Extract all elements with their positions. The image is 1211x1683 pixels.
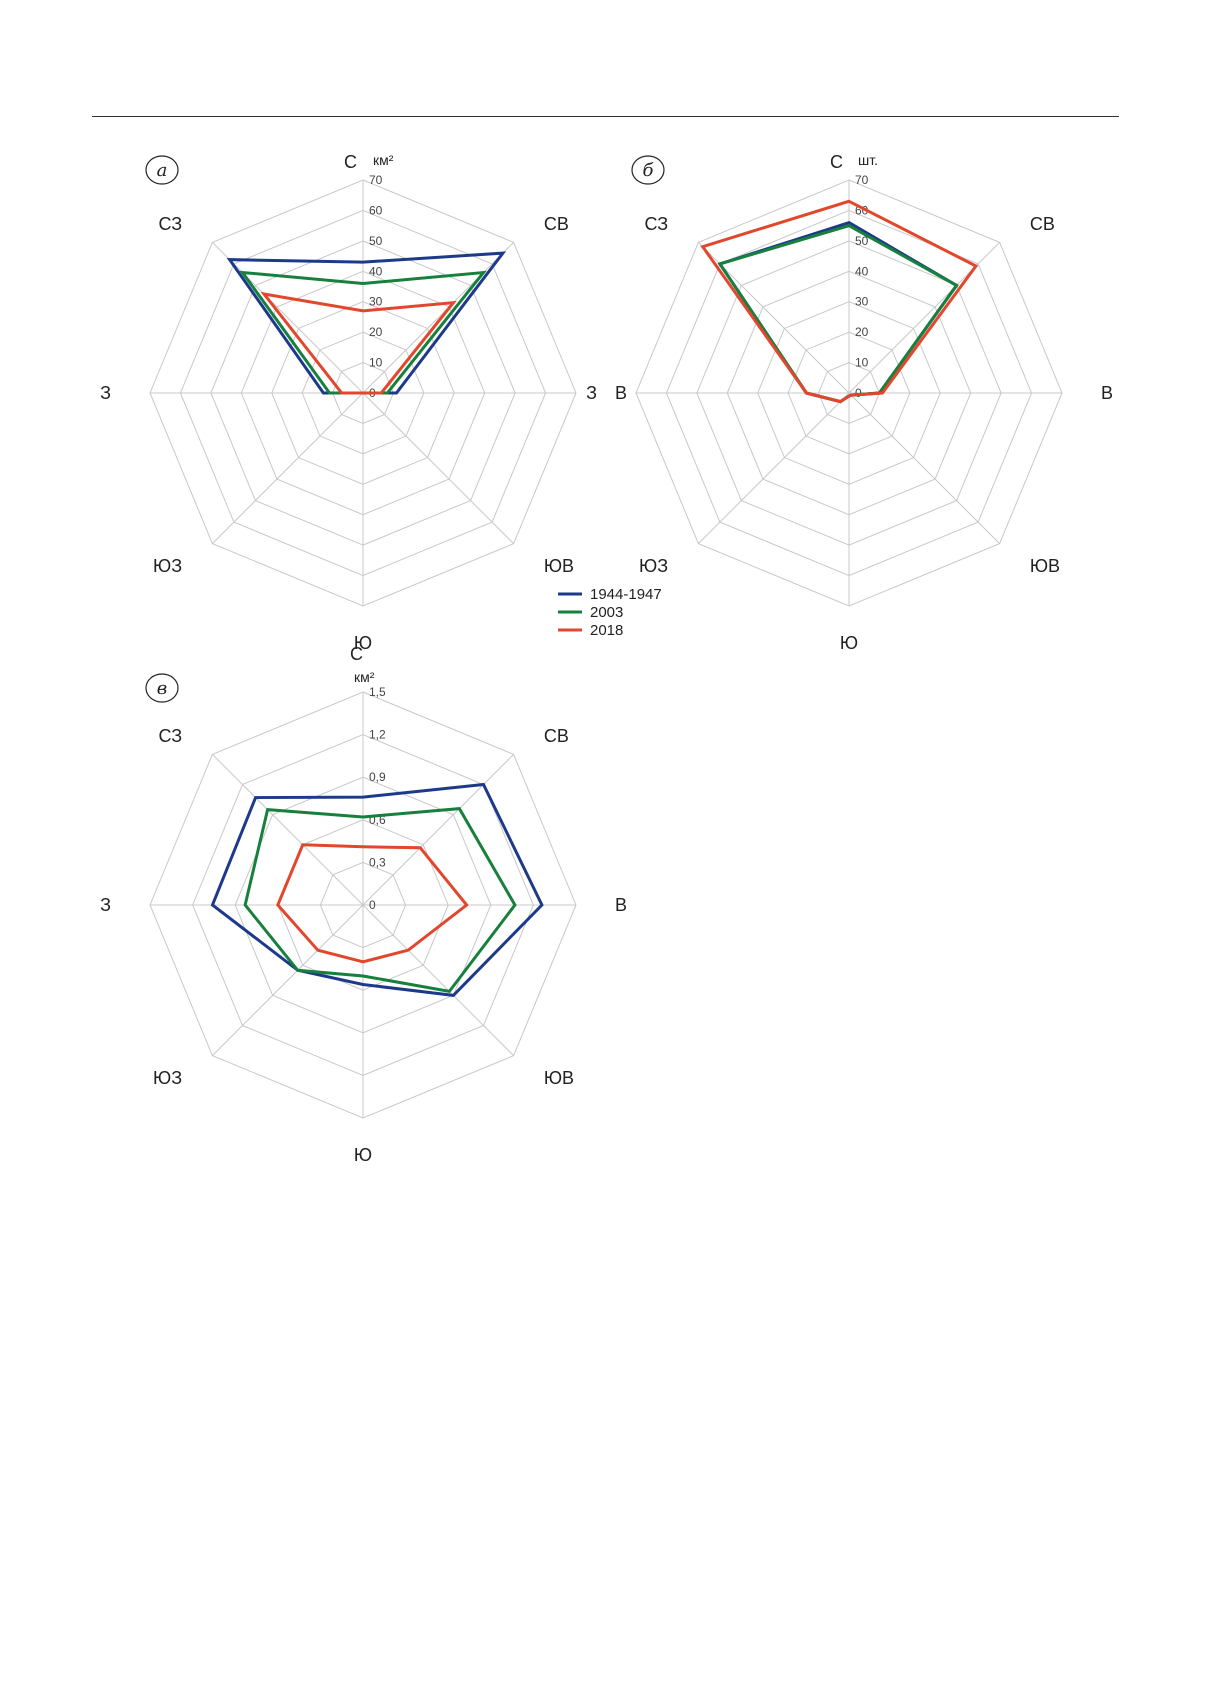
direction-label: З bbox=[100, 895, 111, 915]
grid-spoke bbox=[698, 392, 850, 544]
series-line-3 bbox=[276, 843, 469, 964]
tick-label: 1,5 bbox=[369, 685, 386, 699]
direction-label: СВ bbox=[544, 726, 569, 746]
direction-label: ЮЗ bbox=[153, 556, 182, 576]
unit-label: км² bbox=[354, 669, 375, 685]
series-line-1 bbox=[210, 782, 544, 997]
direction-label: СЗ bbox=[158, 726, 182, 746]
tick-label: 30 bbox=[855, 295, 869, 309]
tick-label: 40 bbox=[369, 264, 383, 278]
legend-label: 1944-1947 bbox=[590, 586, 662, 603]
direction-label: С bbox=[350, 644, 363, 664]
direction-label: В bbox=[615, 383, 627, 403]
tick-label: 1,2 bbox=[369, 728, 386, 742]
unit-label: км² bbox=[373, 152, 394, 168]
tick-label: 0,3 bbox=[369, 855, 386, 869]
unit-label: шт. bbox=[858, 152, 878, 168]
grid-spoke bbox=[362, 904, 514, 1056]
tick-label: 0,9 bbox=[369, 770, 386, 784]
series-line-3 bbox=[260, 291, 457, 395]
grid-spoke bbox=[212, 754, 364, 906]
direction-label: В bbox=[615, 895, 627, 915]
tick-label: 10 bbox=[369, 356, 383, 370]
legend-label: 2018 bbox=[590, 622, 623, 639]
tick-label: 70 bbox=[855, 173, 869, 187]
tick-label: 50 bbox=[369, 234, 383, 248]
direction-label: СЗ bbox=[158, 214, 182, 234]
tick-label: 70 bbox=[369, 173, 383, 187]
direction-label: Ю bbox=[840, 633, 858, 653]
tick-label: 60 bbox=[369, 203, 383, 217]
panel-label-circle bbox=[145, 673, 179, 703]
direction-label: С bbox=[830, 152, 843, 172]
tick-label: 10 bbox=[855, 356, 869, 370]
tick-label: 0 bbox=[855, 386, 862, 400]
grid-spoke bbox=[848, 392, 1000, 544]
direction-label: ЮВ bbox=[544, 556, 574, 576]
panel-label: в bbox=[157, 678, 167, 699]
tick-label: 50 bbox=[855, 234, 869, 248]
direction-label: СЗ bbox=[644, 214, 668, 234]
panel-label-circle bbox=[145, 155, 179, 185]
tick-label: 40 bbox=[855, 264, 869, 278]
tick-label: 0 bbox=[369, 898, 376, 912]
tick-label: 30 bbox=[369, 295, 383, 309]
panel-label: б bbox=[643, 160, 655, 181]
tick-label: 20 bbox=[855, 325, 869, 339]
grid-spoke bbox=[362, 392, 514, 544]
grid-spoke bbox=[362, 754, 514, 906]
legend-label: 2003 bbox=[590, 604, 623, 621]
direction-label: З bbox=[586, 383, 597, 403]
direction-label: ЮЗ bbox=[153, 1068, 182, 1088]
grid-spoke bbox=[212, 242, 364, 394]
direction-label: СВ bbox=[544, 214, 569, 234]
page-header-rule bbox=[92, 116, 1119, 117]
direction-label: Ю bbox=[354, 1145, 372, 1165]
direction-label: Ю bbox=[354, 633, 372, 653]
panel-label-circle bbox=[631, 155, 665, 185]
direction-label: СВ bbox=[1030, 214, 1055, 234]
direction-label: С bbox=[344, 152, 357, 172]
panel-label: а bbox=[157, 160, 168, 181]
direction-label: ЮВ bbox=[544, 1068, 574, 1088]
grid-spoke bbox=[362, 242, 514, 394]
tick-label: 20 bbox=[369, 325, 383, 339]
series-line-2 bbox=[717, 224, 959, 404]
series-line-2 bbox=[243, 807, 517, 993]
series-line-3 bbox=[700, 199, 979, 404]
grid-spoke bbox=[212, 392, 364, 544]
direction-label: ЮВ bbox=[1030, 556, 1060, 576]
direction-label: З bbox=[100, 383, 111, 403]
direction-label: В bbox=[1101, 383, 1113, 403]
grid-spoke bbox=[212, 904, 364, 1056]
direction-label: ЮЗ bbox=[639, 556, 668, 576]
